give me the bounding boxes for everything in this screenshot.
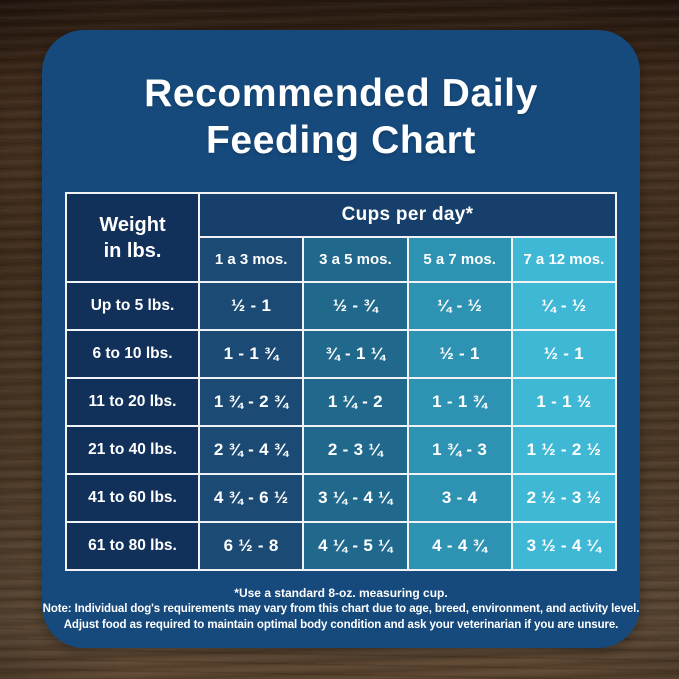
table-row: 61 to 80 lbs. 6 ½ - 8 4 ¼ - 5 ¼ 4 - 4 ¾ …	[65, 521, 618, 571]
value-cell: 1 ½ - 2 ½	[510, 425, 618, 475]
weight-cell: 6 to 10 lbs.	[65, 329, 200, 379]
table-header-row: Weight in lbs. Cups per day*	[65, 192, 617, 283]
value-cell: 4 ¾ - 6 ½	[197, 473, 305, 523]
title-line-2: Feeding Chart	[206, 118, 476, 162]
value-cell: 1 ¾ - 3	[406, 425, 513, 475]
column-header-1-3-mos: 1 a 3 mos.	[197, 236, 305, 283]
value-cell: 1 ¾ - 2 ¾	[197, 377, 305, 427]
weight-cell: 11 to 20 lbs.	[65, 377, 200, 427]
weight-column-header: Weight in lbs.	[65, 192, 200, 283]
feeding-table-wrapper: Weight in lbs. Cups per day* 1 a 3 mos. …	[65, 192, 618, 571]
page-title: Recommended Daily Feeding Chart	[42, 71, 640, 165]
weight-header-line-2: in lbs.	[103, 239, 162, 262]
table-row: 11 to 20 lbs. 1 ¾ - 2 ¾ 1 ¼ - 2 1 - 1 ¾ …	[65, 377, 618, 427]
value-cell: 2 ¾ - 4 ¾	[197, 425, 305, 475]
value-cell: 4 - 4 ¾	[406, 521, 513, 571]
value-cell: 1 - 1 ½	[510, 377, 618, 427]
value-cell: 1 ¼ - 2	[302, 377, 409, 427]
footnote-note-line: Note: Individual dog's requirements may …	[42, 603, 640, 615]
value-cell: 3 ¼ - 4 ¼	[302, 473, 409, 523]
title-line-1: Recommended Daily	[144, 72, 538, 115]
value-cell: ¼ - ½	[510, 281, 618, 331]
value-cell: 6 ½ - 8	[197, 521, 305, 571]
table-row: 6 to 10 lbs. 1 - 1 ¾ ¾ - 1 ¼ ½ - 1 ½ - 1	[65, 329, 618, 379]
value-cell: 2 ½ - 3 ½	[510, 473, 618, 523]
cups-per-day-header: Cups per day*	[198, 192, 617, 238]
footnote-measuring-cup: *Use a standard 8-oz. measuring cup.	[234, 586, 448, 600]
weight-cell: Up to 5 lbs.	[65, 281, 200, 331]
weight-cell: 41 to 60 lbs.	[65, 473, 200, 523]
value-cell: ½ - 1	[510, 329, 618, 379]
weight-cell: 21 to 40 lbs.	[65, 425, 200, 475]
footnotes: *Use a standard 8-oz. measuring cup. Not…	[42, 586, 640, 633]
value-cell: 3 ½ - 4 ¼	[510, 521, 618, 571]
value-cell: ½ - 1	[406, 329, 513, 379]
value-cell: ¼ - ½	[406, 281, 513, 331]
value-cell: 4 ¼ - 5 ¼	[302, 521, 409, 571]
feeding-chart-card: Recommended Daily Feeding Chart Weight i…	[42, 30, 640, 648]
column-header-5-7-mos: 5 a 7 mos.	[406, 236, 513, 283]
age-header-row: 1 a 3 mos. 3 a 5 mos. 5 a 7 mos. 7 a 12 …	[66, 236, 618, 283]
value-cell: ½ - 1	[197, 281, 305, 331]
table-row: 21 to 40 lbs. 2 ¾ - 4 ¾ 2 - 3 ¼ 1 ¾ - 3 …	[65, 425, 618, 475]
footnote-adjust-line: Adjust food as required to maintain opti…	[63, 618, 619, 631]
column-header-3-5-mos: 3 a 5 mos.	[302, 236, 409, 283]
table-row: Up to 5 lbs. ½ - 1 ½ - ¾ ¼ - ½ ¼ - ½	[65, 281, 618, 331]
column-header-7-12-mos: 7 a 12 mos.	[510, 236, 618, 283]
feeding-table: Weight in lbs. Cups per day* 1 a 3 mos. …	[65, 192, 618, 571]
value-cell: 3 - 4	[406, 473, 513, 523]
value-cell: 1 - 1 ¾	[406, 377, 513, 427]
value-cell: 2 - 3 ¼	[302, 425, 409, 475]
value-cell: ¾ - 1 ¼	[302, 329, 409, 379]
weight-cell: 61 to 80 lbs.	[65, 521, 200, 571]
table-row: 41 to 60 lbs. 4 ¾ - 6 ½ 3 ¼ - 4 ¼ 3 - 4 …	[65, 473, 618, 523]
value-cell: ½ - ¾	[302, 281, 409, 331]
value-cell: 1 - 1 ¾	[197, 329, 305, 379]
weight-header-line-1: Weight	[99, 213, 166, 236]
